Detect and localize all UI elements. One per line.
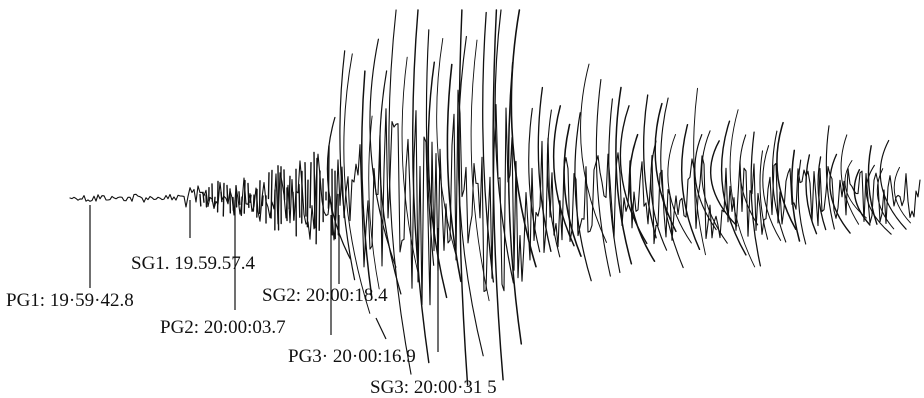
trace-stroke <box>318 170 321 232</box>
trace-stroke <box>729 109 756 268</box>
trace-stroke <box>840 134 860 225</box>
trace-stroke <box>309 161 312 209</box>
trace-stroke <box>507 61 523 345</box>
trace-stroke <box>369 38 397 268</box>
trace-stroke <box>339 50 356 281</box>
trace-stroke <box>235 184 238 208</box>
trace-stroke <box>595 78 611 277</box>
trace-stroke <box>202 191 205 203</box>
trace-stroke <box>436 38 456 254</box>
trace-stroke <box>306 179 309 228</box>
trace-stroke <box>327 145 330 209</box>
trace-stroke <box>805 154 818 235</box>
trace-stroke <box>199 193 202 207</box>
trace-stroke <box>277 165 280 231</box>
trace-stroke <box>494 9 514 284</box>
trace-stroke <box>247 182 250 209</box>
trace-stroke <box>298 183 301 218</box>
trace-stroke <box>510 9 537 268</box>
trace-stroke <box>879 139 907 230</box>
trace-stroke <box>492 9 504 381</box>
arrival-labels: PG1: 19·59·42.8 SG1. 19.59.57.4 PG2: 20:… <box>6 253 497 398</box>
trace-stroke <box>213 196 216 207</box>
trace-stroke <box>546 109 561 258</box>
trace-stroke <box>750 131 762 267</box>
pg3-label: PG3· 20·00:16.9 <box>288 346 416 367</box>
trace-stroke <box>580 63 607 243</box>
trace-stroke <box>249 194 252 204</box>
trace-stroke <box>701 130 728 244</box>
pg2-label: PG2: 20:00:03.7 <box>160 317 286 338</box>
trace-stroke <box>283 169 286 201</box>
trace-stroke <box>252 194 255 212</box>
trace-stroke <box>867 145 878 225</box>
trace-stroke <box>292 191 295 221</box>
trace-stroke <box>304 161 307 217</box>
trace-stroke <box>388 9 412 375</box>
trace-stroke <box>608 98 621 274</box>
trace-stroke <box>425 29 435 266</box>
trace-stroke <box>220 191 223 203</box>
trace-stroke <box>470 39 490 302</box>
sg3-label: SG3: 20:00·31 5 <box>370 377 497 398</box>
trace-stroke <box>537 86 552 252</box>
trace-stroke <box>865 164 892 235</box>
trace-stroke <box>642 94 657 239</box>
trace-stroke <box>343 53 371 314</box>
trace-stroke <box>482 11 495 283</box>
pg1-label: PG1: 19·59·42.8 <box>6 290 134 311</box>
pg3-arrow <box>375 317 387 340</box>
trace-stroke <box>709 140 738 227</box>
trace-stroke <box>797 159 807 245</box>
trace-stroke <box>240 196 243 217</box>
trace-stroke <box>720 120 747 256</box>
trace-stroke <box>660 97 684 269</box>
arrival-markers <box>89 200 439 352</box>
trace-stroke <box>361 70 373 296</box>
trace-stroke <box>238 191 241 206</box>
trace-stroke <box>650 140 668 251</box>
trace-stroke <box>693 87 706 256</box>
trace-stroke <box>817 156 827 231</box>
trace-stroke <box>563 123 582 257</box>
trace-stroke <box>222 182 225 217</box>
trace-stroke <box>628 133 656 262</box>
trace-stroke <box>243 179 246 214</box>
trace-stroke <box>226 184 229 204</box>
trace-stroke <box>270 169 273 219</box>
trace-stroke <box>893 166 911 224</box>
trace-stroke <box>379 70 402 295</box>
trace-stroke <box>667 134 692 244</box>
trace-stroke <box>315 157 318 245</box>
sg1-label: SG1. 19.59.57.4 <box>131 253 256 274</box>
trace-stroke <box>401 56 419 273</box>
trace-stroke <box>762 145 782 241</box>
trace-stroke <box>681 123 701 251</box>
trace-stroke <box>759 150 769 240</box>
trace-stroke <box>528 107 541 253</box>
trace-stroke <box>267 172 270 200</box>
seismogram-trace <box>69 9 921 386</box>
trace-stroke <box>552 105 575 247</box>
trace-stroke <box>427 61 448 299</box>
trace-stroke <box>825 125 835 230</box>
trace-stroke <box>574 112 592 282</box>
trace-stroke <box>654 102 677 233</box>
sg2-label: SG2: 20:00:18.4 <box>262 285 388 306</box>
trace-stroke <box>446 63 462 283</box>
trace-stroke <box>771 130 787 243</box>
trace-stroke <box>853 168 871 226</box>
trace-stroke <box>791 149 801 242</box>
trace-stroke <box>412 9 430 364</box>
trace-stroke <box>615 86 633 265</box>
trace-stroke <box>694 134 717 231</box>
trace-stroke <box>776 121 797 230</box>
trace-stroke <box>829 153 851 234</box>
trace-stroke <box>457 35 484 357</box>
trace-stroke <box>288 175 291 210</box>
trace-stroke <box>261 195 264 207</box>
trace-stroke <box>313 151 316 229</box>
